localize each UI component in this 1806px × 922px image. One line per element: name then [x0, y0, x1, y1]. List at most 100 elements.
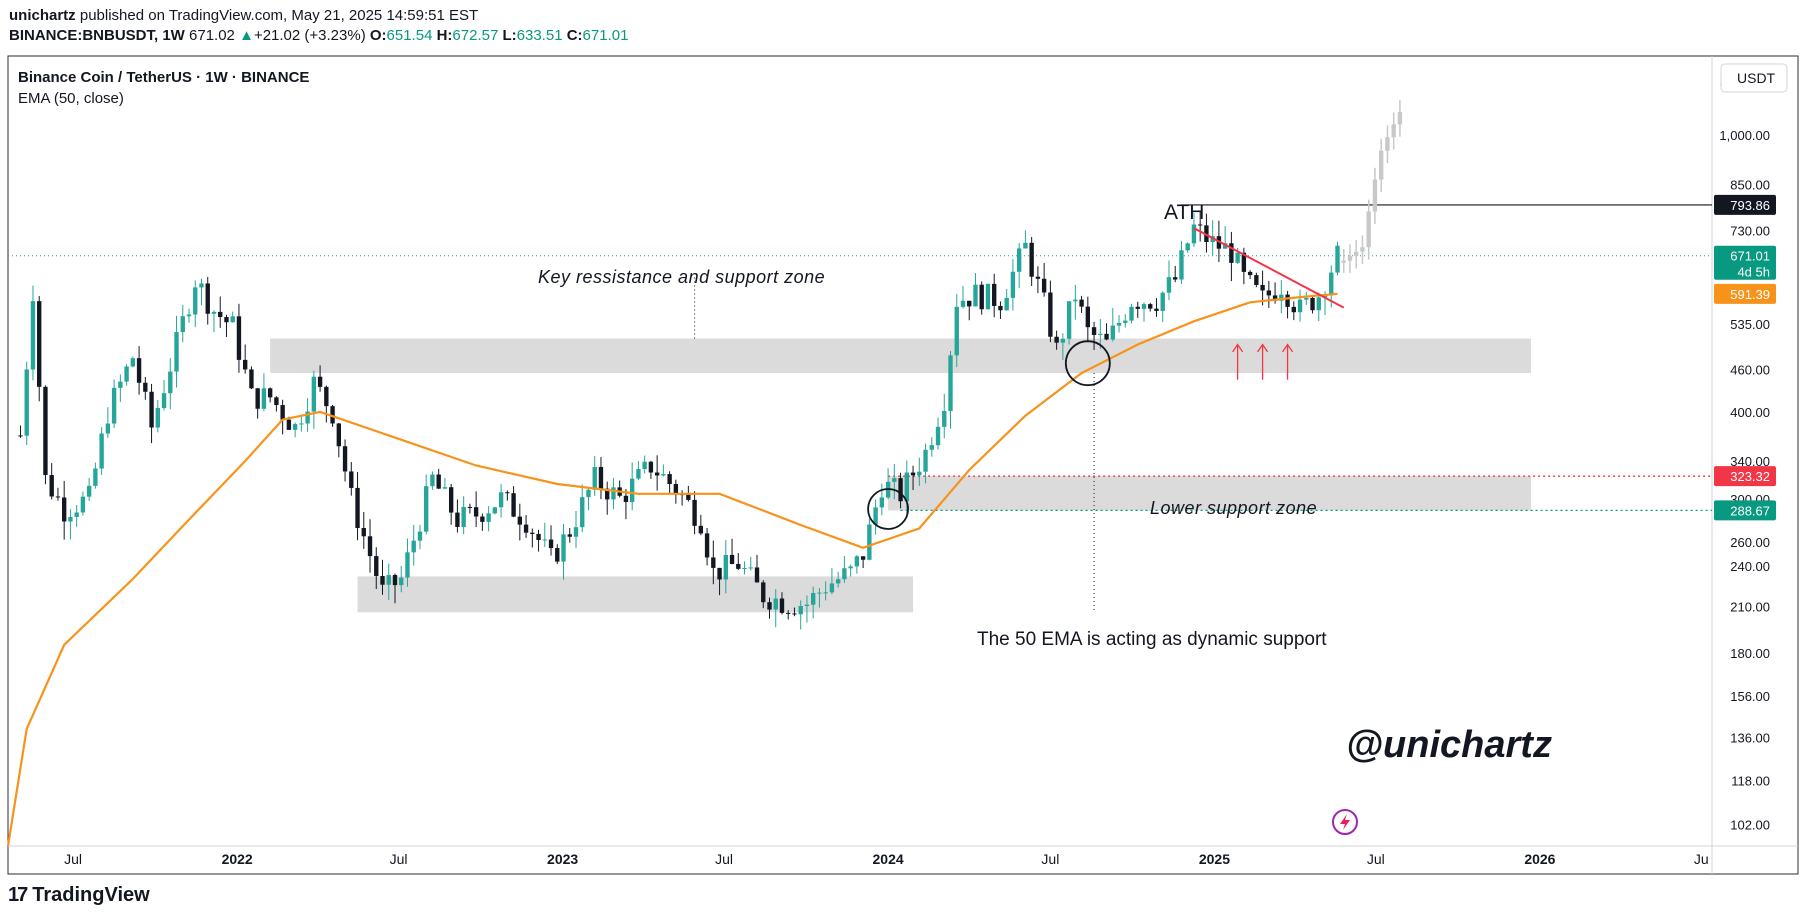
candle — [1060, 333, 1066, 360]
candle-body — [548, 539, 554, 549]
candle-body — [1310, 297, 1315, 311]
candle-body — [30, 301, 36, 370]
candle-body — [605, 488, 610, 500]
candle-body — [355, 487, 360, 529]
candle — [792, 607, 797, 617]
candle — [124, 364, 129, 386]
candle — [661, 464, 666, 477]
candle-body — [224, 317, 229, 323]
candle-body — [854, 556, 860, 567]
candle — [729, 538, 735, 565]
candle — [973, 273, 978, 307]
open-label: O: — [369, 27, 387, 44]
ema-note-label: The 50 EMA is acting as dynamic support — [977, 629, 1327, 650]
candle-body — [779, 598, 785, 613]
candle — [679, 490, 685, 506]
candle — [917, 457, 922, 486]
candle — [929, 437, 934, 457]
candle-body — [211, 311, 217, 314]
candle — [280, 399, 285, 435]
candle-body — [68, 516, 73, 522]
chart-frame — [7, 55, 1799, 875]
candle-body — [267, 388, 273, 398]
candle — [367, 519, 373, 573]
currency-selector[interactable]: USDT — [1720, 63, 1788, 93]
price-tag-ath — [1714, 194, 1776, 215]
ema-touch-circle — [1064, 340, 1111, 387]
candle — [411, 525, 416, 566]
author-name[interactable]: unichartz — [9, 7, 76, 24]
candle-body — [960, 300, 966, 307]
tradingview-brand: TradingView — [32, 884, 150, 906]
candle-body — [736, 563, 741, 569]
candle-body — [1066, 301, 1072, 339]
candle — [1048, 280, 1053, 343]
candle — [324, 385, 329, 423]
candle-body — [1104, 333, 1109, 340]
candle-body — [324, 386, 329, 407]
last-price: 671.02 — [189, 27, 235, 44]
candle-body — [1123, 320, 1128, 323]
candle — [455, 499, 460, 533]
candle-body — [717, 567, 722, 580]
candle — [74, 504, 79, 528]
flash-icon[interactable] — [1332, 809, 1358, 835]
candle — [848, 564, 853, 577]
candle — [1279, 280, 1284, 314]
candle — [230, 311, 235, 323]
candle — [1316, 292, 1321, 322]
candle-body — [305, 411, 310, 424]
support-arrow-head — [1232, 343, 1244, 353]
ohlc-line: BINANCE:BNBUSDT, 1W 671.02 ▲+21.02 (+3.2… — [9, 26, 628, 46]
candle — [1179, 240, 1184, 285]
candle — [498, 484, 504, 518]
candle-body — [686, 494, 691, 500]
candle-body — [249, 369, 254, 389]
candle-body — [299, 423, 304, 425]
candle — [99, 427, 104, 475]
candle-body — [261, 388, 267, 409]
time-tick-label: 2025 — [1199, 851, 1230, 867]
candle-body — [473, 507, 479, 517]
candle-body — [979, 284, 984, 310]
candle-body — [186, 314, 192, 317]
candle-body — [280, 405, 285, 420]
candle-body — [1110, 325, 1115, 340]
candle-body — [1266, 290, 1272, 296]
price-change: +21.02 (+3.23%) — [253, 27, 366, 44]
candle — [93, 462, 98, 489]
candle — [399, 565, 404, 593]
candle-body — [636, 469, 641, 479]
candle — [942, 393, 947, 439]
tradingview-footer[interactable]: 17 TradingView — [8, 884, 150, 907]
price-tick-label: 1,000.00 — [1719, 128, 1770, 143]
candle — [898, 472, 903, 509]
candle — [723, 539, 728, 594]
candle — [1010, 259, 1016, 311]
candle-body — [1004, 297, 1009, 311]
candle-body — [505, 492, 510, 494]
candle — [835, 571, 841, 588]
candle-body — [1291, 306, 1296, 313]
candle — [380, 559, 385, 595]
candle-body — [879, 497, 885, 508]
candle — [754, 554, 760, 583]
candle — [592, 456, 597, 496]
candle — [1204, 213, 1209, 253]
candle-body — [317, 376, 323, 387]
price-axis[interactable]: 102.00 118.00 136.00 156.00 180.00 210.00 240.… — [1714, 73, 1776, 833]
candle-body — [860, 556, 866, 560]
candle-body — [236, 316, 242, 360]
candle — [430, 471, 435, 490]
candle-body — [723, 554, 728, 580]
candle — [473, 491, 479, 528]
time-axis[interactable]: Jul 2022 Jul 2023 Jul 2024 Jul 2025 Jul 2026 Ju — [64, 851, 1709, 867]
candle — [1085, 296, 1091, 343]
candle-body — [155, 408, 160, 428]
currency-box — [1720, 63, 1788, 93]
candle — [623, 489, 629, 520]
candle-body — [86, 485, 92, 497]
candle-body — [829, 583, 835, 593]
candle — [1254, 272, 1259, 288]
